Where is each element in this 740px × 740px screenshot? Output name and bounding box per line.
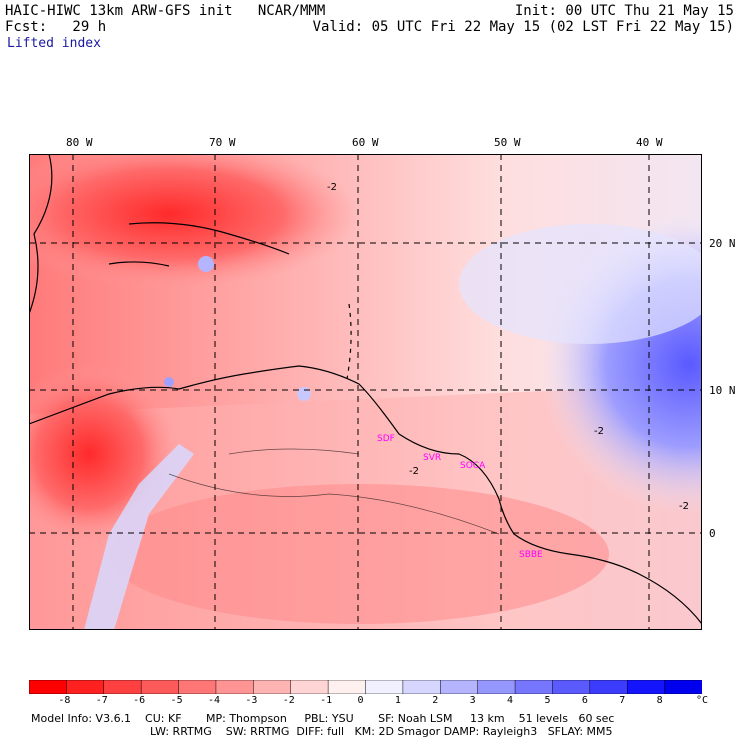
legend-swatch xyxy=(664,680,702,694)
lon-label-60w: 60 W xyxy=(352,136,379,149)
station-label-sdf: SDF xyxy=(377,434,395,444)
legend-swatch xyxy=(589,680,628,694)
legend-tick-label: -8 xyxy=(58,695,71,706)
lat-label-20n: 20 N xyxy=(709,237,736,250)
plot-title: HAIC-HIWC 13km ARW-GFS init NCAR/MMM xyxy=(5,3,326,19)
lat-label-equator: 0 xyxy=(709,527,716,540)
contour-label: -2 xyxy=(409,466,419,477)
stable-spot xyxy=(198,256,214,272)
legend-swatch xyxy=(29,680,68,694)
legend-unit: °C xyxy=(696,695,709,706)
legend-tick-label: 1 xyxy=(394,695,401,706)
lon-label-70w: 70 W xyxy=(209,136,236,149)
coastlines xyxy=(29,154,702,625)
init-time: Init: 00 UTC Thu 21 May 15 xyxy=(514,3,734,19)
legend-swatch xyxy=(440,680,479,694)
legend-swatch xyxy=(253,680,292,694)
legend-tick-label: 0 xyxy=(357,695,364,706)
amazon-unstable-region xyxy=(109,484,609,624)
legend-swatch xyxy=(514,680,554,694)
model-info-line-1: Model Info: V3.6.1 CU: KF MP: Thompson P… xyxy=(31,712,615,725)
legend-swatch xyxy=(365,680,404,694)
legend-tick-label: -4 xyxy=(207,695,220,706)
jamaica-coast xyxy=(108,261,170,267)
legend-tick-label: -6 xyxy=(133,695,146,706)
legend-swatch xyxy=(626,680,666,694)
greater-antilles-coast xyxy=(128,222,290,255)
legend-swatch xyxy=(290,680,329,694)
central-america-coast xyxy=(29,154,53,315)
graticule xyxy=(29,154,702,630)
stable-spot xyxy=(164,377,174,387)
legend-swatch xyxy=(552,680,591,694)
legend-tick-label: -3 xyxy=(245,695,258,706)
legend-swatch xyxy=(327,680,367,694)
contour-label: -2 xyxy=(679,501,689,512)
legend-tick-label: 3 xyxy=(469,695,476,706)
legend-swatch xyxy=(66,680,105,694)
legend-tick-label: -1 xyxy=(320,695,333,706)
station-label-svr: SVR xyxy=(423,453,441,463)
legend-tick-label: 4 xyxy=(507,695,514,706)
legend-swatch xyxy=(178,680,217,694)
forecast-hour: Fcst: 29 h xyxy=(5,19,107,35)
color-legend-bar xyxy=(29,680,702,694)
legend-tick-label: 8 xyxy=(656,695,663,706)
legend-swatch xyxy=(140,680,180,694)
lon-label-50w: 50 W xyxy=(494,136,521,149)
legend-tick-label: 5 xyxy=(544,695,551,706)
contour-label: -2 xyxy=(594,426,604,437)
valid-time: Valid: 05 UTC Fri 22 May 15 (02 LST Fri … xyxy=(312,19,734,35)
atlantic-weak-stable-region xyxy=(459,224,702,344)
lon-label-40w: 40 W xyxy=(636,136,663,149)
south-america-coast xyxy=(29,365,702,625)
legend-tick-label: 6 xyxy=(581,695,588,706)
legend-swatch xyxy=(402,680,442,694)
lifted-index-map: -2 -2 -2 -2 SDF SVR SOCA SBBE xyxy=(29,154,702,630)
model-info-line-2: LW: RRTMG SW: RRTMG DIFF: full KM: 2D Sm… xyxy=(150,725,613,738)
stable-spot xyxy=(297,387,311,401)
field-name: Lifted index xyxy=(7,36,101,51)
map-frame xyxy=(29,154,702,630)
legend-tick-label: 7 xyxy=(619,695,626,706)
station-label-sbbe: SBBE xyxy=(519,550,543,560)
legend-tick-label: -5 xyxy=(170,695,183,706)
caribbean-unstable-core xyxy=(29,154,359,289)
station-label-soca: SOCA xyxy=(460,461,486,471)
lesser-antilles xyxy=(346,303,352,380)
contour-label: -2 xyxy=(327,182,337,193)
legend-swatch xyxy=(477,680,516,694)
inland-lines xyxy=(168,448,500,535)
legend-swatch xyxy=(103,680,142,694)
legend-tick-label: -7 xyxy=(95,695,108,706)
legend-tick-label: 2 xyxy=(432,695,439,706)
andes-stable-strip xyxy=(84,444,194,630)
lat-label-10n: 10 N xyxy=(709,384,736,397)
lon-label-80w: 80 W xyxy=(66,136,93,149)
legend-tick-label: -2 xyxy=(282,695,295,706)
legend-swatch xyxy=(215,680,255,694)
